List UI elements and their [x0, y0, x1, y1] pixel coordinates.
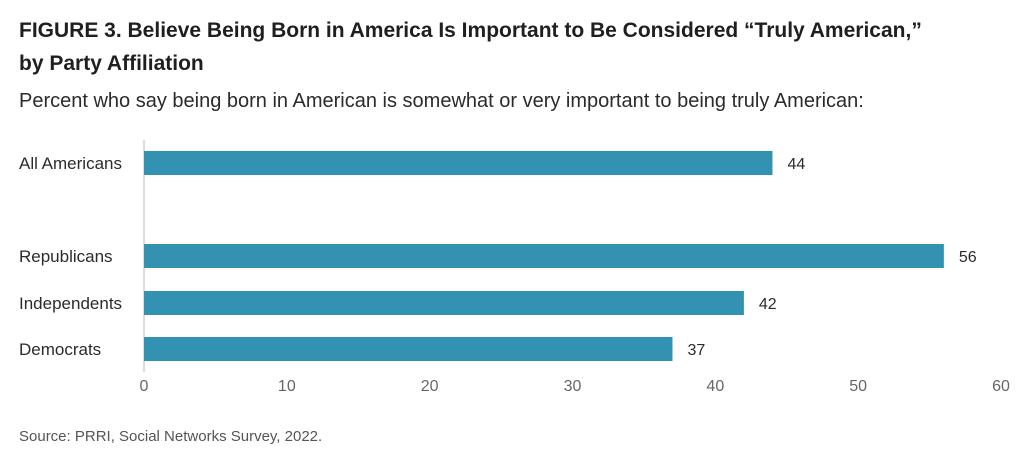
- x-tick-label-0: 0: [140, 378, 149, 395]
- bar-all-americans: [144, 151, 773, 175]
- x-tick-label-60: 60: [992, 378, 1010, 395]
- data-label-democrats: 37: [687, 342, 705, 359]
- x-tick-label-40: 40: [706, 378, 724, 395]
- bar-independents: [144, 291, 744, 315]
- data-label-independents: 42: [759, 296, 777, 313]
- x-tick-label-30: 30: [564, 378, 582, 395]
- chart-title: FIGURE 3. Believe Being Born in America …: [19, 14, 1019, 80]
- data-label-republicans: 56: [959, 249, 977, 266]
- bar-democrats: [144, 337, 673, 361]
- title-line-2: by Party Affiliation: [19, 52, 204, 75]
- x-tick-label-10: 10: [278, 378, 296, 395]
- data-label-all-americans: 44: [787, 156, 805, 173]
- category-label-all-americans: All Americans: [19, 154, 122, 173]
- bar-republicans: [144, 244, 944, 268]
- x-tick-label-50: 50: [849, 378, 867, 395]
- category-label-republicans: Republicans: [19, 247, 113, 266]
- chart-subtitle: Percent who say being born in American i…: [19, 90, 864, 112]
- category-label-democrats: Democrats: [19, 340, 101, 359]
- source-note: Source: PRRI, Social Networks Survey, 20…: [19, 428, 323, 445]
- x-tick-label-20: 20: [421, 378, 439, 395]
- category-label-independents: Independents: [19, 294, 122, 313]
- title-line-1: FIGURE 3. Believe Being Born in America …: [19, 19, 922, 42]
